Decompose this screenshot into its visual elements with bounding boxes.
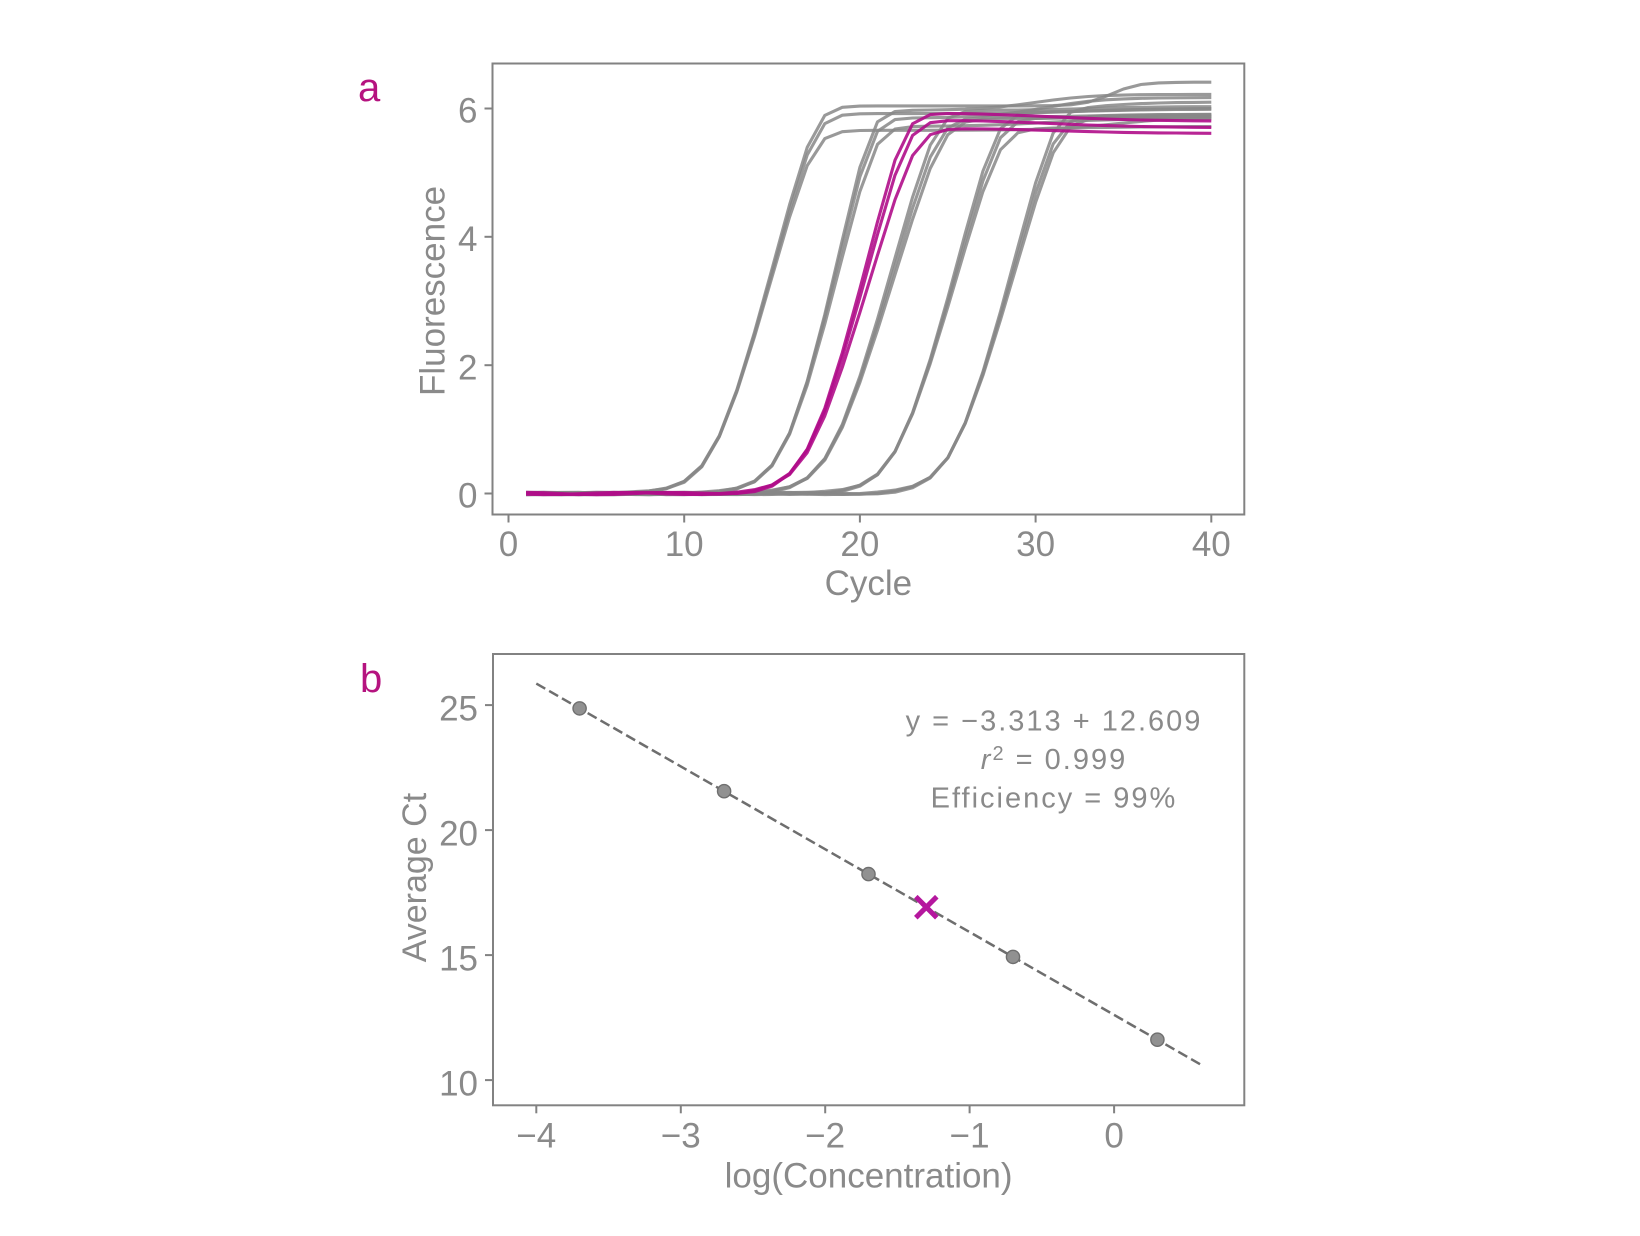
svg-text:0: 0	[458, 477, 477, 516]
svg-text:b: b	[360, 657, 382, 701]
svg-text:Average Ct: Average Ct	[396, 792, 434, 962]
svg-text:r2 = 0.999: r2 = 0.999	[981, 743, 1127, 776]
svg-text:4: 4	[458, 220, 477, 259]
svg-text:20: 20	[840, 525, 879, 564]
svg-text:0: 0	[1104, 1117, 1123, 1156]
svg-text:0: 0	[499, 525, 518, 564]
svg-text:10: 10	[439, 1064, 478, 1103]
svg-text:2: 2	[458, 348, 477, 387]
svg-text:15: 15	[439, 939, 478, 978]
svg-text:20: 20	[439, 814, 478, 853]
svg-text:40: 40	[1192, 525, 1231, 564]
svg-text:−1: −1	[950, 1117, 990, 1156]
svg-text:Efficiency = 99%: Efficiency = 99%	[931, 782, 1178, 814]
svg-text:10: 10	[665, 525, 704, 564]
svg-text:−3: −3	[661, 1117, 701, 1156]
svg-text:6: 6	[458, 92, 477, 131]
svg-text:a: a	[358, 66, 381, 110]
svg-text:30: 30	[1016, 525, 1055, 564]
svg-text:y = −3.313 + 12.609: y = −3.313 + 12.609	[906, 706, 1203, 738]
svg-text:−4: −4	[516, 1117, 556, 1156]
svg-text:−2: −2	[805, 1117, 845, 1156]
svg-text:log(Concentration): log(Concentration)	[725, 1157, 1013, 1196]
svg-text:25: 25	[439, 689, 478, 728]
svg-text:Fluorescence: Fluorescence	[414, 186, 453, 396]
svg-text:Cycle: Cycle	[825, 564, 913, 603]
